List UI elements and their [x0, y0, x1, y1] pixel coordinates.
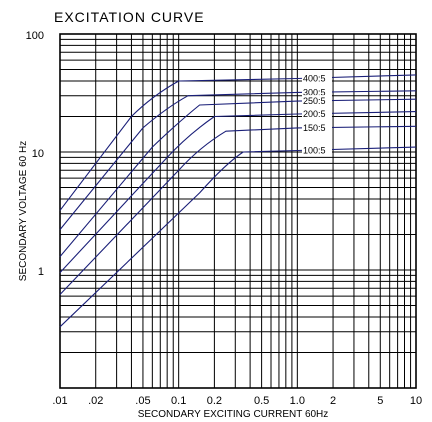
series-label-background — [302, 144, 332, 156]
series-line-400-5 — [59, 74, 417, 211]
x-tick-label: .01 — [52, 395, 67, 407]
series-label-250-5: 250:5 — [303, 96, 326, 106]
series-label-150-5: 150:5 — [303, 123, 326, 133]
x-tick-label: 10 — [410, 395, 422, 407]
x-tick-label: 0.2 — [207, 395, 222, 407]
series-label-400-5: 400:5 — [303, 73, 326, 83]
x-tick-label: 5 — [377, 395, 383, 407]
series-label-background — [302, 95, 332, 107]
series-label-100-5: 100:5 — [303, 145, 326, 155]
x-tick-label: 0.5 — [254, 395, 269, 407]
series-line-200-5 — [59, 111, 417, 273]
x-axis-label: SECONDARY EXCITING CURRENT 60Hz — [138, 409, 329, 420]
x-tick-label: 1.0 — [290, 395, 305, 407]
series-line-250-5 — [59, 98, 417, 257]
series-label-background — [302, 121, 332, 133]
x-tick-labels: .01 .02 .05 0.1 0.2 0.5 1.0 2 5 10 — [52, 395, 422, 407]
x-tick-label: .05 — [135, 395, 150, 407]
series-label-background — [302, 107, 332, 119]
series-label-background — [302, 72, 332, 84]
plot-frame — [59, 33, 417, 389]
series-curves — [59, 74, 417, 328]
chart-title: EXCITATION CURVE — [54, 9, 205, 25]
x-tick-label: 0.1 — [171, 395, 186, 407]
series-label-300-5: 300:5 — [303, 87, 326, 97]
y-tick-label-10: 10 — [32, 148, 44, 160]
series-line-300-5 — [59, 90, 417, 230]
series-line-150-5 — [59, 125, 417, 295]
y-axis-label: SECONDARY VOLTAGE 60 Hz — [18, 141, 29, 281]
series-line-100-5 — [59, 146, 417, 328]
y-tick-label-1: 1 — [38, 266, 44, 278]
y-tick-label-100: 100 — [26, 30, 44, 42]
x-tick-label: .02 — [88, 395, 103, 407]
series-label-background — [302, 86, 332, 98]
series-label-200-5: 200:5 — [303, 109, 326, 119]
grid — [59, 33, 417, 389]
x-tick-label: 2 — [330, 395, 336, 407]
